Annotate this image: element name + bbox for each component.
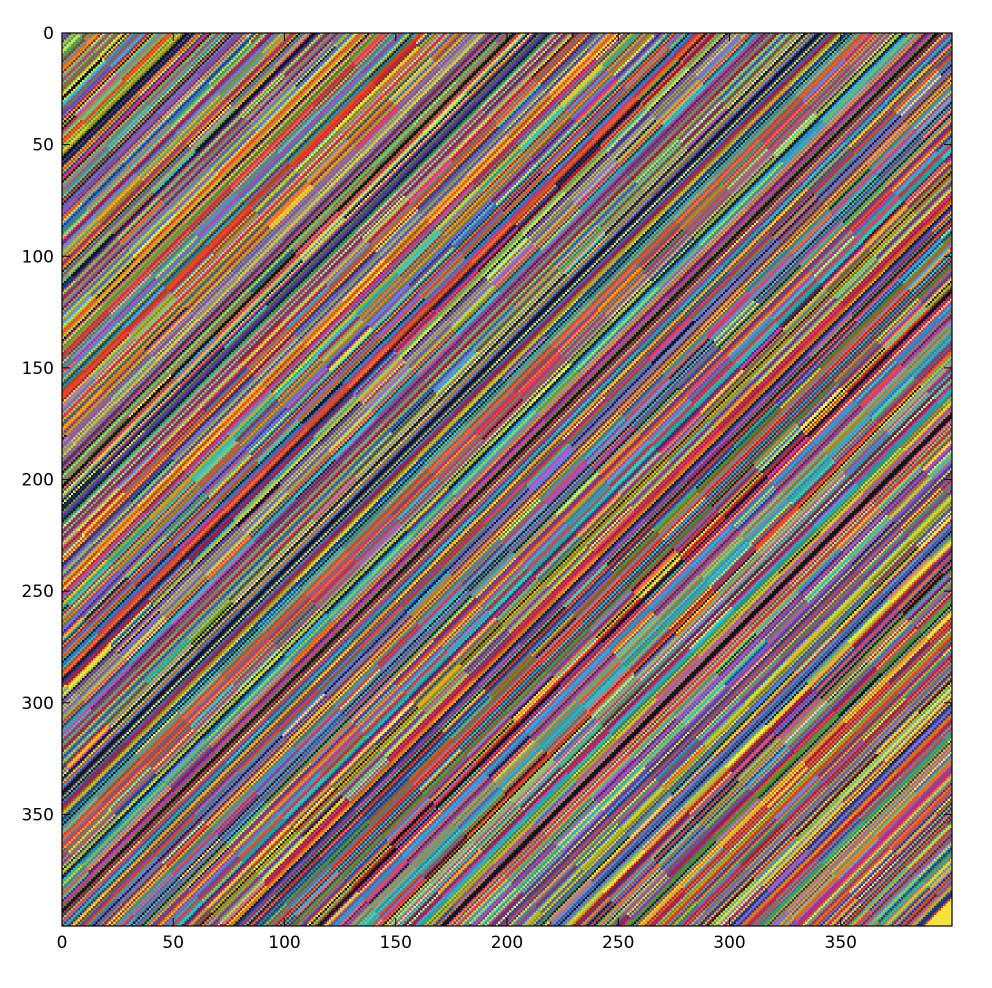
x-tick-label: 0 xyxy=(57,933,68,953)
y-tick-label: 0 xyxy=(43,24,54,44)
y-tick-label: 100 xyxy=(22,247,54,267)
y-axis-ticks: 0 50 100 150 200 250 300 350 xyxy=(22,24,952,825)
x-tick-label: 200 xyxy=(491,933,523,953)
y-tick-label: 300 xyxy=(22,694,54,714)
y-tick-label: 250 xyxy=(22,582,54,602)
heatmap-pixels xyxy=(62,33,952,926)
x-tick-label: 250 xyxy=(602,933,634,953)
y-tick-label: 150 xyxy=(22,359,54,379)
y-tick-label: 350 xyxy=(22,805,54,825)
x-tick-label: 150 xyxy=(380,933,412,953)
heatmap-image xyxy=(62,33,952,926)
plot-frame xyxy=(61,32,953,927)
x-tick-label: 350 xyxy=(825,933,857,953)
x-tick-label: 300 xyxy=(713,933,745,953)
x-tick-label: 50 xyxy=(162,933,184,953)
y-tick-label: 50 xyxy=(32,136,54,156)
x-tick-label: 100 xyxy=(268,933,300,953)
x-axis-ticks: 0 50 100 150 200 250 300 350 xyxy=(57,33,857,953)
y-tick-label: 200 xyxy=(22,471,54,491)
